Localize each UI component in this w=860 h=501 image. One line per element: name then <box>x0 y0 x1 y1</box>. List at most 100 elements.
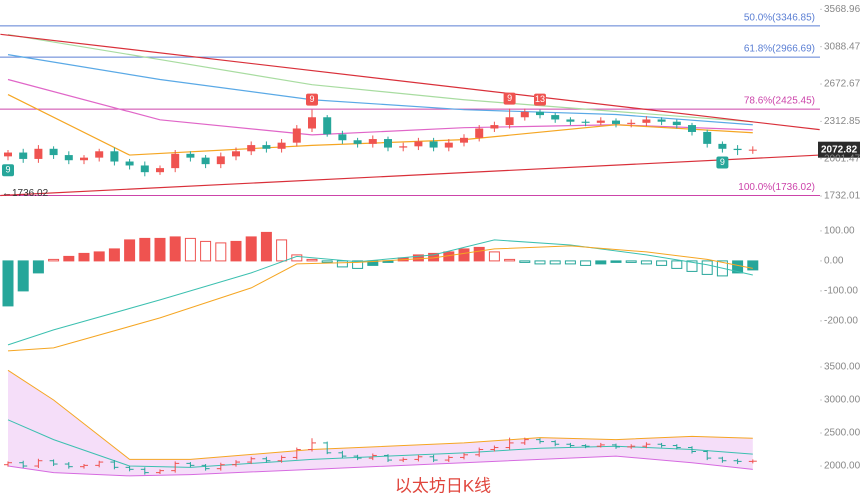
candle-body <box>566 119 575 122</box>
macd-bar <box>412 254 424 262</box>
marker-box <box>306 93 318 106</box>
candle-body <box>505 117 514 126</box>
candle-body <box>444 142 453 148</box>
candle-body <box>19 152 28 159</box>
candle-body <box>140 165 149 173</box>
macd-bar <box>625 260 637 263</box>
marker-text: 9 <box>5 165 10 175</box>
macd-bar <box>108 248 120 262</box>
candle-body <box>520 111 529 118</box>
ma-line <box>7 33 753 123</box>
macd-bar <box>534 260 546 265</box>
macd-bar <box>519 260 531 263</box>
marker-text: 9 <box>309 94 314 104</box>
macd-bar <box>154 237 166 262</box>
macd-bar <box>48 258 60 262</box>
y-tick-label: -100.00 <box>824 286 858 297</box>
macd-bar <box>549 260 561 265</box>
ma-line <box>0 33 820 131</box>
macd-bar <box>306 258 318 262</box>
y-tick-label: 0.00 <box>824 256 844 267</box>
y-tick-label: 3088.47 <box>824 41 860 52</box>
macd-bar <box>32 260 44 274</box>
marker-box <box>2 164 14 177</box>
macd-bar <box>595 260 607 265</box>
macd-bar <box>640 260 652 265</box>
candle-body <box>95 151 104 158</box>
y-tick-label: -200.00 <box>824 316 858 327</box>
candle-body <box>171 153 180 169</box>
candle-body <box>247 145 256 152</box>
macd-bar <box>580 260 592 266</box>
macd-bar <box>169 236 181 262</box>
macd-bar <box>17 260 29 292</box>
candle-body <box>64 155 73 161</box>
candle-body <box>657 119 666 122</box>
macd-bar <box>352 260 364 269</box>
marker-box <box>503 92 516 105</box>
fib-label: 100.0%(1736.02) <box>738 182 815 193</box>
candle-body <box>232 151 240 157</box>
macd-bar <box>78 252 90 262</box>
macd-bar <box>458 248 470 262</box>
candle-body <box>49 148 58 156</box>
candle-body <box>581 121 590 123</box>
watermark: 以太坊日K线 <box>395 476 491 495</box>
candle-body <box>384 139 392 148</box>
y-tick-label: 2000.00 <box>824 461 860 472</box>
macd-bar <box>656 260 668 266</box>
candle-body <box>688 125 696 132</box>
fib-label: 50.0%(3346.85) <box>744 13 815 24</box>
candle-body <box>110 151 119 162</box>
last-price-box <box>818 141 860 158</box>
candle-body <box>80 157 88 161</box>
macd-bar <box>747 260 759 271</box>
candle-body <box>277 142 286 149</box>
candle-body <box>642 119 651 123</box>
macd-bar <box>686 260 698 272</box>
macd-bar <box>276 239 288 262</box>
candle-body <box>596 120 605 123</box>
y-tick-label: 1732.01 <box>824 191 860 202</box>
candle-body <box>490 125 499 129</box>
candle-body <box>718 143 727 149</box>
last-price: 2072.82 <box>821 144 858 155</box>
macd-bar <box>732 260 744 274</box>
candle-body <box>627 122 636 124</box>
y-tick-label: 2672.67 <box>824 79 860 90</box>
candle-body <box>4 152 12 157</box>
y-tick-label: 2001.47 <box>824 153 860 164</box>
candle-body <box>399 146 408 148</box>
macd-bar <box>245 236 257 262</box>
candle-body <box>34 148 43 159</box>
macd-bar <box>2 260 14 307</box>
macd-bar <box>610 260 622 263</box>
lower-band <box>7 455 753 477</box>
candle-body <box>733 148 742 151</box>
fib-label: 78.6%(2425.45) <box>744 96 815 107</box>
candle-body <box>475 128 484 138</box>
candle-body <box>125 161 134 166</box>
upper-band <box>7 369 753 460</box>
macd-bar <box>124 239 136 262</box>
candle-body <box>323 117 332 135</box>
candle-body <box>292 128 301 143</box>
macd-bar <box>473 246 485 262</box>
macd-bar <box>671 260 683 269</box>
candle-body <box>353 140 362 144</box>
macd-bar <box>139 237 151 262</box>
macd-bar <box>93 251 105 262</box>
fib-label: 61.8%(2966.69) <box>744 44 815 55</box>
macd-bar <box>184 237 196 262</box>
candle-body <box>748 149 757 151</box>
marker-box <box>534 93 546 106</box>
marker-text: 9 <box>507 93 512 103</box>
macd-bar <box>63 255 75 262</box>
low-arrow: ← <box>2 188 12 199</box>
y-tick-label: 3500.00 <box>824 362 860 373</box>
candle-body <box>186 153 195 158</box>
macd-bar <box>230 240 242 262</box>
ma-line <box>0 154 820 197</box>
